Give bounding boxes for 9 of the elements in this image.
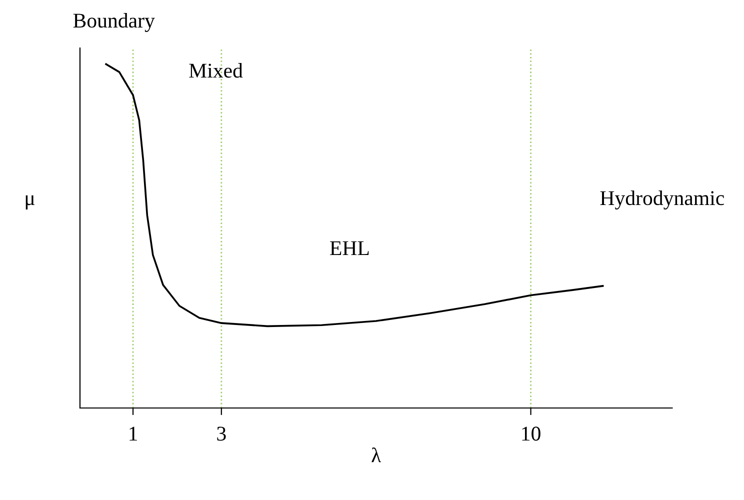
annotation: Hydrodynamic [600, 190, 724, 210]
text: Boundary [73, 13, 155, 32]
x-axis-title: λ [372, 448, 382, 462]
x-tick-label: 3 [217, 426, 226, 441]
annotation: Mixed [189, 63, 243, 78]
annotation: EHL [330, 241, 369, 256]
x-tick-label: 1 [130, 426, 137, 441]
y-axis-title: μ [26, 195, 34, 210]
x-tick-label: 10 [522, 426, 540, 441]
